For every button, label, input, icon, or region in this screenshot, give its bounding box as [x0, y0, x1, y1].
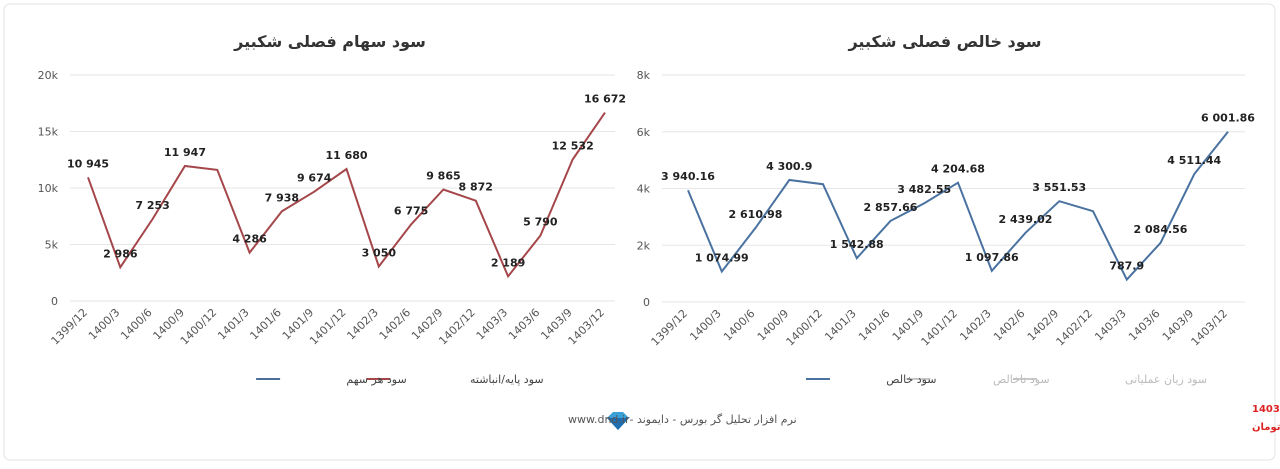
y-tick-label: 5k	[45, 239, 59, 252]
series-line	[687, 131, 1229, 282]
value-label: 7 253	[135, 199, 169, 212]
y-tick-label: 8k	[637, 69, 651, 82]
y-tick-label: 6k	[637, 126, 651, 139]
value-label: 1 542.88	[830, 238, 884, 251]
value-label: 6 001.86	[1201, 112, 1255, 125]
value-label: 3 940.16	[661, 170, 715, 183]
note: * تمام قیمت میلیارد تومان	[1252, 422, 1280, 433]
value-label: 3 551.53	[1032, 181, 1086, 194]
value-label: 5 790	[523, 216, 558, 229]
y-tick-label: 2k	[637, 239, 651, 252]
value-label: 2 439.02	[999, 213, 1053, 226]
legend-label: سود ناخالص	[993, 373, 1050, 386]
value-label: 4 204.68	[931, 163, 985, 176]
value-label: 12 532	[552, 139, 594, 152]
value-label: 787.9	[1109, 260, 1144, 273]
value-label: 3 482.55	[897, 183, 951, 196]
value-label: 11 947	[164, 146, 206, 159]
value-label: 4 511.44	[1167, 154, 1221, 167]
value-label: 1 074.99	[695, 251, 749, 264]
value-label: 4 300.9	[766, 160, 812, 173]
value-label: 6 775	[394, 204, 428, 217]
value-label: 2 857.66	[864, 201, 918, 214]
value-label: 10 945	[67, 157, 109, 170]
value-label: 9 865	[426, 170, 460, 183]
diamond-icon	[607, 412, 629, 430]
y-tick-label: 20k	[38, 69, 59, 82]
y-tick-label: 0	[643, 296, 650, 309]
value-label: 9 674	[297, 172, 332, 185]
series-line	[87, 112, 606, 279]
y-tick-label: 0	[51, 295, 58, 308]
value-label: 16 672	[584, 93, 626, 106]
legend-label: سود پایه/انباشته	[470, 373, 544, 386]
value-label: 3 050	[362, 247, 397, 260]
value-label: 11 680	[325, 149, 367, 162]
value-label: 2 610.98	[729, 208, 783, 221]
value-label: 8 872	[459, 181, 493, 194]
brand: نرم افزار تحلیل گر بورس - دایموند -www.d…	[568, 413, 797, 426]
y-tick-label: 15k	[38, 126, 59, 139]
value-label: 2 189	[491, 256, 525, 269]
legend-label: سود هر سهم	[346, 373, 406, 386]
chart-title: سود سهام فصلی شکبیر	[233, 32, 426, 51]
value-label: 7 938	[265, 191, 299, 204]
y-tick-label: 4k	[637, 183, 651, 196]
y-tick-label: 10k	[38, 182, 59, 195]
legend-label: سود زیان عملیاتی	[1125, 373, 1207, 386]
legend-label: سود خالص	[886, 373, 936, 386]
value-label: 2 986	[103, 247, 138, 260]
value-label: 4 286	[232, 233, 267, 246]
note: * سال مالی 1403/12/30	[1252, 404, 1280, 415]
value-label: 1 097.86	[965, 251, 1019, 264]
card	[3, 3, 1276, 461]
value-label: 2 084.56	[1134, 223, 1188, 236]
chart-title: سود خالص فصلی شکبیر	[847, 32, 1041, 51]
